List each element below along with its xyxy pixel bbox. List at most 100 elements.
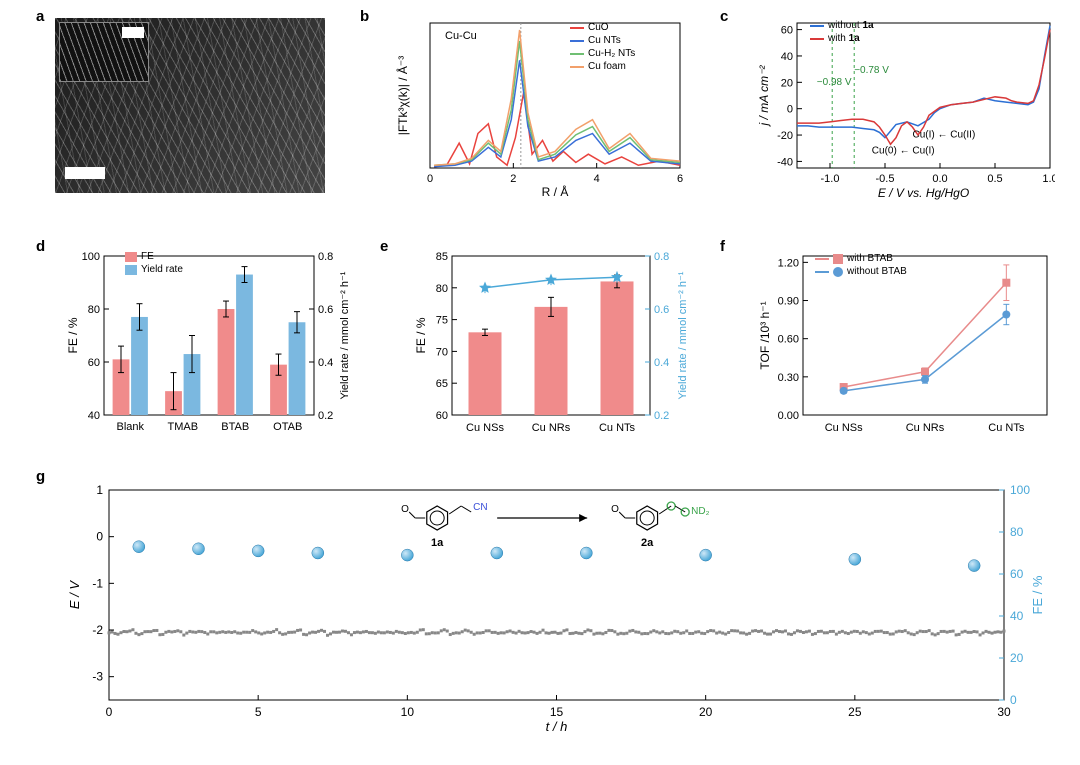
svg-text:Cu(0) ← Cu(I): Cu(0) ← Cu(I) <box>872 146 935 157</box>
svg-text:Cu NSs: Cu NSs <box>466 422 504 434</box>
svg-text:Cu(I) ← Cu(II): Cu(I) ← Cu(II) <box>913 130 976 141</box>
svg-text:25: 25 <box>848 705 862 719</box>
panel-e-chart: 6065707580850.20.40.60.8Cu NSsCu NRsCu N… <box>412 248 692 443</box>
svg-text:40: 40 <box>88 410 100 422</box>
svg-text:Yield rate / mmol cm⁻² h⁻¹: Yield rate / mmol cm⁻² h⁻¹ <box>677 271 689 399</box>
panel-c-chart: -1.0-0.50.00.51.0-40-200204060−0.98 V−0.… <box>755 15 1055 200</box>
svg-text:0.8: 0.8 <box>318 251 333 263</box>
svg-text:Cu NTs: Cu NTs <box>988 422 1025 434</box>
svg-text:1.20: 1.20 <box>778 257 799 269</box>
panel-b-chart: 0 2 4 6 Cu-Cu R / Å |FTk³χ(k)| / Å⁻³ <box>395 15 685 200</box>
svg-text:20: 20 <box>699 705 713 719</box>
svg-text:Cu NSs: Cu NSs <box>825 422 863 434</box>
panel-d-legend: FE Yield rate <box>125 251 183 277</box>
panel-label-a: a <box>36 8 44 25</box>
panel-label-d: d <box>36 238 45 255</box>
panel-label-e: e <box>380 238 388 255</box>
svg-text:Cu-Cu: Cu-Cu <box>445 30 477 42</box>
svg-text:-20: -20 <box>777 130 793 142</box>
svg-text:60: 60 <box>436 410 448 422</box>
svg-text:0.8: 0.8 <box>654 251 669 263</box>
panel-a: 1 μm 5 μm <box>55 18 325 193</box>
legend-item: FE <box>125 251 183 262</box>
svg-text:O: O <box>401 504 409 515</box>
svg-text:40: 40 <box>781 51 793 63</box>
legend-item: Yield rate <box>125 264 183 275</box>
svg-text:0.60: 0.60 <box>778 334 799 346</box>
svg-text:5: 5 <box>255 705 262 719</box>
legend-item: without BTAB <box>815 266 907 277</box>
svg-text:40: 40 <box>1010 609 1024 623</box>
svg-text:-0.5: -0.5 <box>876 173 895 185</box>
svg-text:0.00: 0.00 <box>778 410 799 422</box>
svg-text:65: 65 <box>436 378 448 390</box>
svg-text:6: 6 <box>677 173 683 185</box>
svg-text:4: 4 <box>594 173 600 185</box>
inset-scale-text: 1 μm <box>122 29 144 38</box>
svg-text:80: 80 <box>88 304 100 316</box>
svg-text:|FTk³χ(k)| / Å⁻³: |FTk³χ(k)| / Å⁻³ <box>395 56 410 136</box>
svg-text:1a: 1a <box>431 537 444 549</box>
svg-text:-1: -1 <box>92 576 103 590</box>
svg-text:0.6: 0.6 <box>318 304 333 316</box>
svg-text:CN: CN <box>473 502 487 513</box>
svg-text:2a: 2a <box>641 537 654 549</box>
legend-item: with BTAB <box>815 253 907 264</box>
svg-text:FE / %: FE / % <box>66 317 80 353</box>
svg-text:j / mA cm⁻²: j / mA cm⁻² <box>757 65 771 128</box>
panel-b-legend: CuOCu NTsCu-H₂ NTsCu foam <box>570 22 635 74</box>
svg-text:2: 2 <box>510 173 516 185</box>
svg-text:TOF /10³ h⁻¹: TOF /10³ h⁻¹ <box>758 301 772 369</box>
panel-g-chart: 051015202530-3-2-101020406080100t / hE /… <box>64 480 1054 735</box>
svg-text:0.2: 0.2 <box>318 410 333 422</box>
svg-text:TMAB: TMAB <box>167 421 198 433</box>
svg-text:E / V: E / V <box>67 580 82 610</box>
panel-d-chart: 4060801000.20.40.60.8BlankTMABBTABOTABFE… <box>64 248 354 443</box>
svg-text:Cu NTs: Cu NTs <box>599 422 636 434</box>
svg-text:60: 60 <box>1010 567 1024 581</box>
svg-text:OTAB: OTAB <box>273 421 302 433</box>
panel-f-legend: with BTAB without BTAB <box>815 253 907 279</box>
svg-text:0.2: 0.2 <box>654 410 669 422</box>
svg-text:0.4: 0.4 <box>654 357 669 369</box>
svg-text:t / h: t / h <box>546 719 568 734</box>
svg-text:FE / %: FE / % <box>414 317 428 353</box>
svg-text:O: O <box>611 504 619 515</box>
svg-text:-2: -2 <box>92 623 103 637</box>
svg-text:10: 10 <box>401 705 415 719</box>
svg-text:30: 30 <box>997 705 1011 719</box>
panel-label-g: g <box>36 468 45 485</box>
svg-text:85: 85 <box>436 251 448 263</box>
svg-text:0.6: 0.6 <box>654 304 669 316</box>
legend-item: with 1a <box>810 33 874 44</box>
svg-text:75: 75 <box>436 315 448 327</box>
svg-text:80: 80 <box>436 283 448 295</box>
svg-text:60: 60 <box>781 25 793 37</box>
svg-text:Cu NRs: Cu NRs <box>906 422 945 434</box>
legend-item: Cu-H₂ NTs <box>570 48 635 59</box>
svg-text:80: 80 <box>1010 525 1024 539</box>
svg-text:0: 0 <box>1010 693 1017 707</box>
legend-item: CuO <box>570 22 635 33</box>
svg-text:Yield rate / mmol cm⁻² h⁻¹: Yield rate / mmol cm⁻² h⁻¹ <box>339 271 351 399</box>
svg-text:E / V vs. Hg/HgO: E / V vs. Hg/HgO <box>878 186 969 200</box>
svg-text:0.30: 0.30 <box>778 372 799 384</box>
sem-image: 1 μm 5 μm <box>55 18 325 193</box>
svg-text:20: 20 <box>1010 651 1024 665</box>
svg-text:-3: -3 <box>92 670 103 684</box>
main-scale-text: 5 μm <box>65 169 105 179</box>
panel-label-b: b <box>360 8 369 25</box>
legend-item: without 1a <box>810 20 874 31</box>
svg-text:1.0: 1.0 <box>1042 173 1055 185</box>
svg-text:R / Å: R / Å <box>542 184 569 199</box>
svg-text:0.4: 0.4 <box>318 357 333 369</box>
svg-text:-1.0: -1.0 <box>821 173 840 185</box>
svg-text:0: 0 <box>427 173 433 185</box>
svg-text:−0.78 V: −0.78 V <box>854 65 889 76</box>
svg-text:1: 1 <box>96 483 103 497</box>
svg-text:0: 0 <box>787 104 793 116</box>
svg-text:0.90: 0.90 <box>778 296 799 308</box>
svg-text:100: 100 <box>1010 483 1030 497</box>
svg-text:ND₂: ND₂ <box>691 506 709 517</box>
svg-text:15: 15 <box>550 705 564 719</box>
